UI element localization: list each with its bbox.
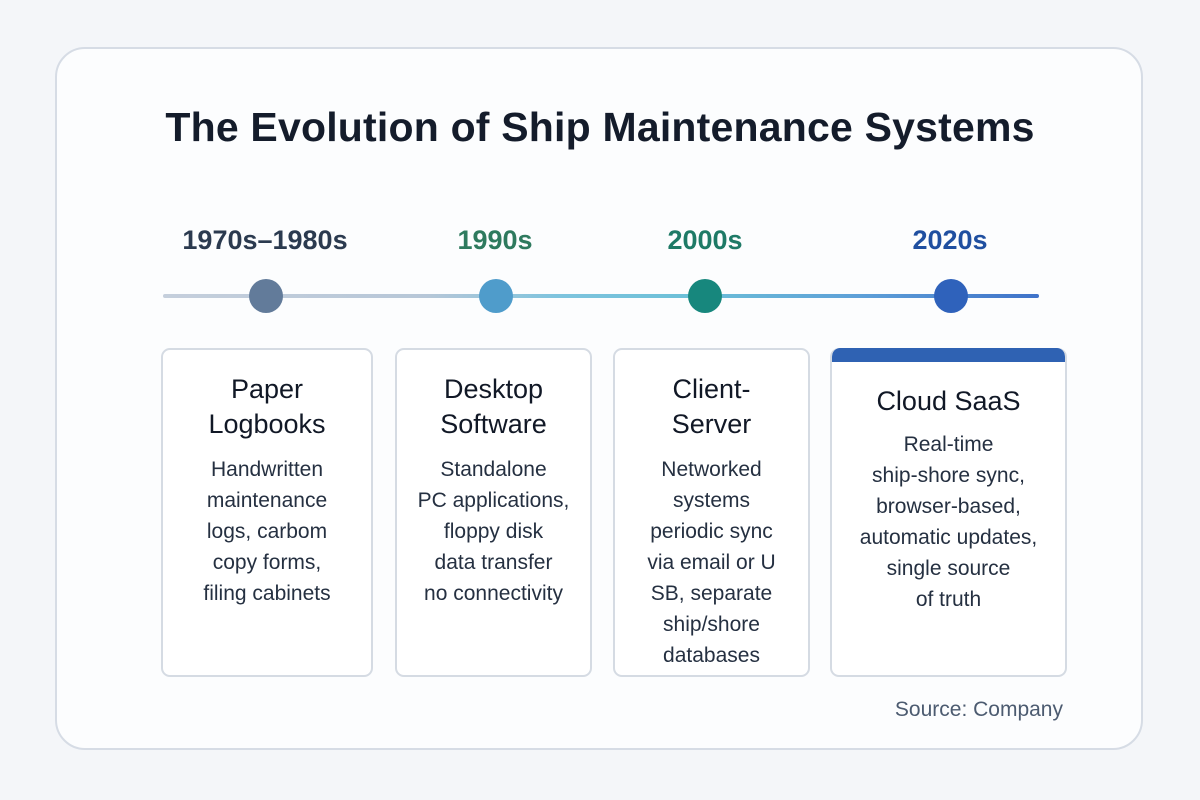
card-cloud-saas: Cloud SaaS Real-time ship-shore sync, br… xyxy=(830,348,1067,677)
card-description: Standalone PC applications, floppy disk … xyxy=(417,458,570,605)
card-title: Paper Logbooks xyxy=(208,374,326,439)
card-title: Cloud SaaS xyxy=(876,386,1021,416)
card-title: Desktop Software xyxy=(440,374,547,439)
timeline-dot-1970s-1980s xyxy=(249,279,283,313)
timeline-dot-1990s xyxy=(479,279,513,313)
timeline-dot-2000s xyxy=(688,279,722,313)
timeline-line xyxy=(163,294,1039,298)
era-label-2000s: 2000s xyxy=(667,225,743,255)
card-paper-logbooks: Paper Logbooks Handwritten maintenance l… xyxy=(161,348,373,677)
era-label-2020s: 2020s xyxy=(912,225,988,255)
source-note: Source: Company xyxy=(894,698,1063,721)
timeline-dot-2020s xyxy=(934,279,968,313)
card-description: Networked systems periodic sync via emai… xyxy=(647,458,776,667)
card-desktop-software: Desktop Software Standalone PC applicati… xyxy=(395,348,592,677)
diagram-title: The Evolution of Ship Maintenance System… xyxy=(165,104,1035,150)
era-label-1970s-1980s: 1970s–1980s xyxy=(182,225,348,255)
card-title: Client- Server xyxy=(671,374,752,439)
card-client-server: Client- Server Networked systems periodi… xyxy=(613,348,810,677)
card-description: Real-time ship-shore sync, browser-based… xyxy=(859,433,1038,611)
highlight-accent-bar xyxy=(832,348,1065,362)
era-label-1990s: 1990s xyxy=(457,225,533,255)
card-description: Handwritten maintenance logs, carbom cop… xyxy=(203,458,331,605)
